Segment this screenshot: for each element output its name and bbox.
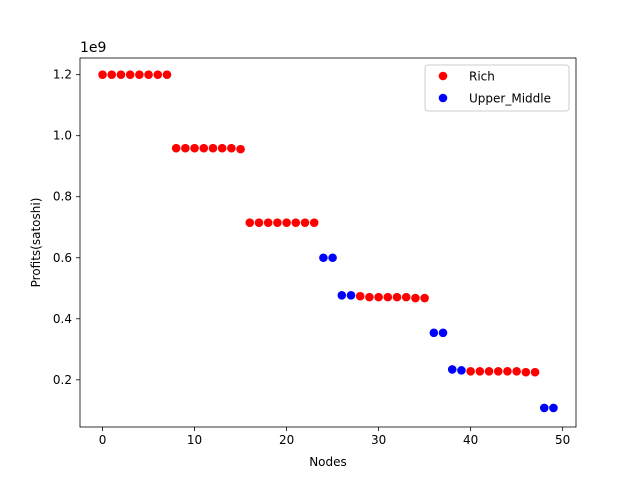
x-tick-label: 50 [555,433,570,447]
data-point-rich [190,143,199,153]
data-point-rich [282,218,291,227]
data-point-rich [263,218,273,227]
data-point-rich [245,218,255,227]
data-point-rich [208,143,218,153]
data-point-rich [374,292,383,302]
data-point-upper-middle [319,253,328,263]
legend-marker [438,71,448,81]
data-point-rich [300,218,310,227]
y-tick-label: 0.2 [53,373,72,387]
data-point-rich [98,70,107,79]
data-point-rich [236,144,245,154]
data-points [98,70,558,413]
data-point-rich [217,143,227,153]
data-point-rich [466,366,475,376]
x-tick-label: 0 [99,433,107,447]
x-tick-label: 10 [187,433,202,447]
data-point-rich [107,70,117,79]
y-axis-ticks: 0.2 0.4 0.6 0.8 1.0 1.2 [53,68,80,387]
data-point-rich [475,366,485,376]
data-point-rich [199,143,209,153]
x-axis-ticks: 0 10 20 30 40 50 [99,427,570,447]
data-point-rich [171,143,181,153]
legend-marker [438,93,448,103]
data-point-upper-middle [447,365,457,374]
data-point-rich [401,292,411,302]
legend: Rich Upper_Middle [424,64,570,112]
data-point-rich [392,292,402,302]
y-tick-label: 0.8 [53,190,72,204]
data-point-rich [512,366,521,376]
x-axis-label: Nodes [309,455,347,469]
y-offset-label: 1e9 [80,40,106,56]
data-point-rich [162,70,172,79]
data-point-rich [309,218,319,227]
data-point-rich [521,367,531,377]
data-point-rich [273,218,282,227]
x-tick-label: 30 [371,433,386,447]
data-point-upper-middle [457,366,466,375]
data-point-upper-middle [429,328,439,338]
data-point-rich [420,293,429,303]
data-point-rich [291,218,301,227]
data-point-rich [135,70,144,79]
legend-label: Rich [469,70,495,84]
data-point-upper-middle [549,403,558,413]
data-point-upper-middle [328,253,337,263]
data-point-rich [227,143,236,153]
data-point-rich [153,70,163,79]
y-tick-label: 0.6 [53,251,72,265]
data-point-rich [530,367,540,377]
data-point-upper-middle [346,290,356,300]
x-tick-label: 40 [463,433,478,447]
data-point-rich [383,292,393,302]
y-tick-label: 0.4 [53,312,72,326]
data-point-rich [484,366,494,376]
data-point-rich [355,291,365,301]
data-point-rich [254,218,264,227]
data-point-upper-middle [337,290,347,300]
axes-frame [79,57,577,428]
data-point-rich [125,70,135,79]
data-point-upper-middle [438,328,448,338]
legend-box [424,64,570,112]
y-tick-label: 1.2 [53,68,72,82]
data-point-rich [411,293,420,303]
data-point-rich [116,70,126,79]
data-point-rich [144,70,153,79]
data-point-upper-middle [539,403,549,413]
y-tick-label: 1.0 [53,129,72,143]
data-point-rich [181,143,190,153]
y-axis-label: Profits(satoshi) [29,198,43,288]
data-point-rich [503,366,512,376]
legend-label: Upper_Middle [469,92,551,106]
x-tick-label: 20 [279,433,294,447]
data-point-rich [365,292,374,302]
data-point-rich [493,366,503,376]
